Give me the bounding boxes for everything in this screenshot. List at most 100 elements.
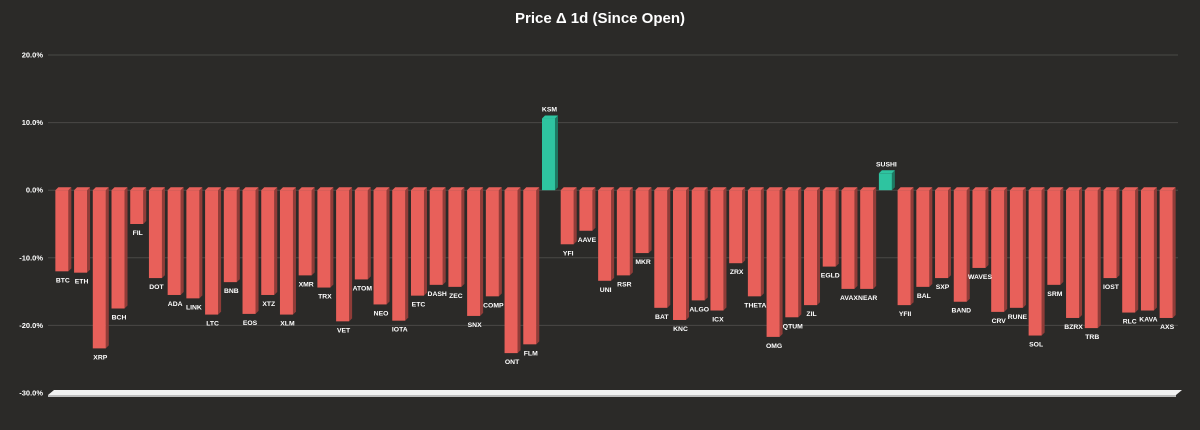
bar-top [766, 187, 783, 191]
bar-side [854, 187, 858, 289]
bar-top [841, 187, 858, 191]
bar-label: BCH [112, 315, 127, 322]
bar-srm [1047, 190, 1061, 285]
bar-side [592, 187, 596, 231]
bar-band [953, 190, 967, 302]
bar-side [817, 187, 821, 306]
bar-label: SUSHI [876, 161, 897, 168]
bar-side [498, 187, 502, 297]
bar-label: AVAX [840, 295, 858, 302]
bar-top [448, 187, 465, 191]
bar-ada [167, 190, 181, 295]
bar-dash [429, 190, 443, 285]
bar-top [1009, 187, 1026, 191]
bar-label: ICX [712, 317, 724, 324]
bar-top [710, 187, 727, 191]
bar-top [579, 187, 596, 191]
bar-side [1116, 187, 1120, 279]
bar-side [461, 187, 465, 287]
bar-sushi [878, 173, 892, 191]
bar-side [667, 187, 671, 308]
bar-fil [130, 190, 144, 224]
bar-label: ETC [412, 302, 426, 309]
bar-side [218, 187, 222, 315]
bar-side [611, 187, 615, 281]
bar-side [386, 187, 390, 305]
bar-label: TRB [1085, 334, 1099, 341]
bar-label: TRX [318, 294, 332, 301]
bar-top [1122, 187, 1139, 191]
y-tick-label: 0.0% [26, 186, 43, 195]
bar-iost [1103, 190, 1117, 279]
bar-side [1004, 187, 1008, 312]
bar-top [111, 187, 128, 191]
bar-top [92, 187, 109, 191]
bar-top [1140, 187, 1157, 191]
bar-top [729, 187, 746, 191]
bar-top [1066, 187, 1083, 191]
bar-side [292, 187, 296, 315]
bar-top [1047, 187, 1064, 191]
bar-label: MKR [635, 259, 651, 266]
bar-top [392, 187, 409, 191]
bar-top [785, 187, 802, 191]
bar-label: IOTA [392, 327, 408, 334]
bar-top [55, 187, 72, 191]
bar-side [835, 187, 839, 267]
bar-ltc [205, 190, 219, 315]
bar-link [186, 190, 200, 299]
bar-yfii [897, 190, 911, 306]
bar-side [948, 187, 952, 279]
bar-xtz [261, 190, 275, 295]
bar-side [723, 187, 727, 311]
bar-top [223, 187, 240, 191]
bar-side [517, 187, 521, 354]
bar-top [804, 187, 821, 191]
bar-top [860, 187, 877, 191]
bar-top [74, 187, 91, 191]
bar-vet [336, 190, 350, 322]
bar-top [373, 187, 390, 191]
bar-side [686, 187, 690, 320]
bar-side [68, 187, 72, 272]
bar-side [891, 170, 895, 191]
bar-side [236, 187, 240, 283]
bars [55, 115, 1176, 354]
bar-icx [710, 190, 724, 311]
bar-top [598, 187, 615, 191]
bar-crv [991, 190, 1005, 312]
bar-top [1028, 187, 1045, 191]
bar-ksm [541, 118, 555, 191]
bar-label: FLM [524, 350, 538, 357]
bar-ont [504, 190, 518, 354]
bar-label: AXS [1160, 324, 1174, 331]
bar-side [161, 187, 165, 279]
bar-bnb [223, 190, 237, 283]
bar-egld [822, 190, 836, 267]
bar-xmr [298, 190, 312, 276]
bar-near [860, 190, 874, 289]
bar-snx [467, 190, 481, 316]
bar-top [523, 187, 540, 191]
bar-top [616, 187, 633, 191]
bar-side [405, 187, 409, 321]
bar-label: COMP [483, 302, 504, 309]
bar-etc [410, 190, 424, 296]
bar-btc [55, 190, 69, 272]
bar-label: WAVES [968, 274, 993, 281]
bar-top [279, 187, 296, 191]
bar-top [148, 187, 165, 191]
bar-neo [373, 190, 387, 305]
bar-side [779, 187, 783, 337]
chart-floor [48, 390, 1182, 397]
bar-side [966, 187, 970, 302]
bar-label: YFI [563, 250, 574, 257]
bar-label: ALGO [689, 306, 709, 313]
bar-rsr [616, 190, 630, 276]
y-tick-label: -30.0% [19, 389, 43, 398]
bar-top [467, 187, 484, 191]
bar-qtum [785, 190, 799, 318]
bar-theta [747, 190, 761, 297]
bar-top [972, 187, 989, 191]
